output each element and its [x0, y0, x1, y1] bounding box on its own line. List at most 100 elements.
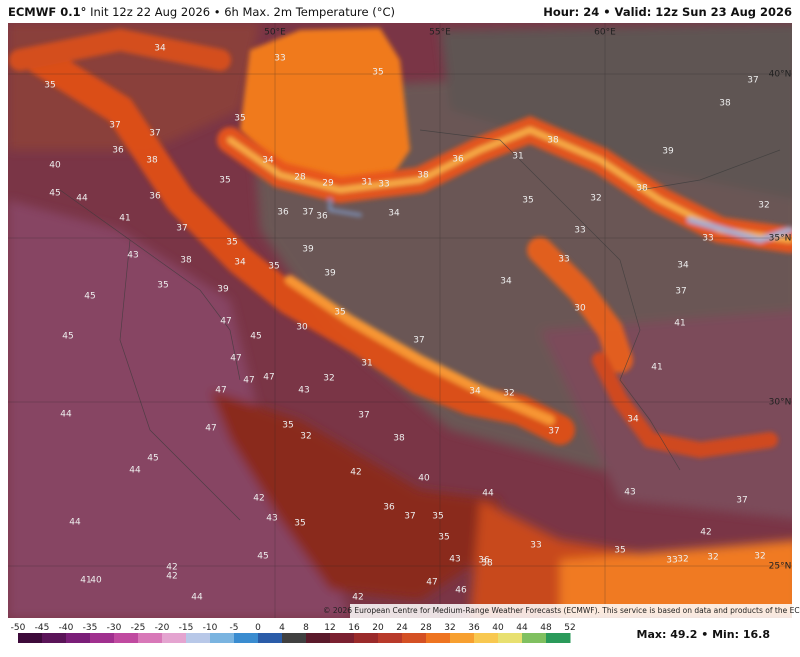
- temperature-label: 37: [413, 336, 424, 346]
- temperature-label: 45: [257, 552, 268, 562]
- temperature-label: 44: [69, 518, 81, 528]
- grid-label: 25°N: [769, 562, 792, 572]
- temperature-label: 47: [426, 578, 437, 588]
- temperature-label: 47: [220, 317, 231, 327]
- temperature-label: 36: [277, 208, 289, 218]
- temperature-label: 41: [651, 363, 662, 373]
- temperature-label: 43: [624, 488, 635, 498]
- colorbar-segment: [138, 633, 163, 643]
- colorbar-tick-label: -25: [131, 623, 146, 633]
- header-left: ECMWF 0.1° Init 12z 22 Aug 2026 • 6h Max…: [8, 5, 395, 19]
- colorbar-tick-label: -20: [155, 623, 170, 633]
- grid-label: 50°E: [264, 28, 286, 38]
- temperature-label: 35: [372, 68, 383, 78]
- temperature-label: 38: [146, 156, 158, 166]
- temperature-label: 35: [438, 533, 449, 543]
- colorbar-segment: [450, 633, 475, 643]
- temperature-label: 32: [754, 552, 765, 562]
- colorbar-segment: [426, 633, 451, 643]
- temperature-label: 35: [234, 114, 245, 124]
- temperature-label: 35: [282, 421, 293, 431]
- temperature-label: 42: [166, 572, 177, 582]
- temperature-label: 44: [129, 466, 141, 476]
- temperature-label: 37: [176, 224, 187, 234]
- colorbar-tick-label: 24: [396, 623, 408, 633]
- temperature-label: 40: [418, 474, 430, 484]
- model: ECMWF 0.1°: [8, 5, 87, 19]
- temperature-label: 40: [90, 576, 102, 586]
- colorbar-tick-label: 4: [279, 623, 285, 633]
- temperature-label: 34: [627, 415, 639, 425]
- temperature-label: 37: [302, 208, 313, 218]
- temperature-label: 32: [707, 553, 718, 563]
- colorbar-tick-label: -10: [203, 623, 218, 633]
- colorbar-segment: [546, 633, 571, 643]
- colorbar-tick-label: 20: [372, 623, 384, 633]
- temperature-label: 35: [614, 546, 625, 556]
- temperature-label: 33: [558, 255, 569, 265]
- temperature-label: 42: [166, 563, 177, 573]
- temperature-label: 41: [674, 319, 685, 329]
- temperature-label: 40: [49, 161, 61, 171]
- colorbar-tick-label: 40: [492, 623, 504, 633]
- temperature-label: 34: [469, 387, 481, 397]
- temperature-label: 32: [590, 194, 601, 204]
- temperature-label: 44: [76, 194, 88, 204]
- colorbar-tick-label: -50: [11, 623, 26, 633]
- colorbar-tick-label: -30: [107, 623, 122, 633]
- colorbar-tick-label: -40: [59, 623, 74, 633]
- temperature-label: 47: [263, 373, 274, 383]
- temperature-label: 47: [215, 386, 226, 396]
- grid-label: 55°E: [429, 28, 451, 38]
- colorbar-segment: [522, 633, 547, 643]
- temperature-label: 36: [316, 212, 328, 222]
- colorbar-segment: [258, 633, 283, 643]
- temperature-label: 32: [503, 389, 514, 399]
- colorbar-tick-label: 0: [255, 623, 261, 633]
- temperature-label: 38: [481, 559, 493, 569]
- temperature-label: 35: [44, 81, 55, 91]
- temperature-label: 38: [547, 136, 559, 146]
- colorbar-segment: [162, 633, 187, 643]
- temperature-label: 43: [298, 386, 309, 396]
- max-min: Max: 49.2 • Min: 16.8: [636, 628, 770, 641]
- temperature-label: 42: [352, 593, 363, 603]
- grid-label: 30°N: [769, 398, 792, 408]
- temperature-label: 38: [417, 171, 429, 181]
- temperature-label: 38: [393, 434, 405, 444]
- temperature-label: 36: [478, 556, 490, 566]
- grid-label: 35°N: [769, 234, 792, 244]
- temperature-label: 43: [127, 251, 138, 261]
- colorbar-tick-label: 12: [324, 623, 335, 633]
- temperature-label: 42: [700, 528, 711, 538]
- colorbar-tick-label: -45: [35, 623, 50, 633]
- temperature-label: 36: [149, 192, 161, 202]
- temperature-label: 47: [205, 424, 216, 434]
- temperature-label: 35: [268, 262, 279, 272]
- colorbar-tick-label: 44: [516, 623, 528, 633]
- temperature-label: 34: [388, 209, 400, 219]
- temperature-label: 37: [675, 287, 686, 297]
- temperature-label: 35: [219, 176, 230, 186]
- temperature-label: 32: [323, 374, 334, 384]
- temperature-label: 35: [432, 512, 443, 522]
- colorbar-segment: [42, 633, 67, 643]
- temperature-label: 43: [266, 514, 277, 524]
- temperature-label: 34: [154, 44, 166, 54]
- temperature-label: 35: [334, 308, 345, 318]
- colorbar-segment: [114, 633, 139, 643]
- temperature-label: 33: [378, 180, 389, 190]
- temperature-label: 30: [296, 323, 308, 333]
- temperature-label: 37: [358, 411, 369, 421]
- temperature-label: 35: [226, 238, 237, 248]
- temperature-label: 33: [530, 541, 541, 551]
- temperature-label: 33: [574, 226, 585, 236]
- temperature-label: 37: [109, 121, 120, 131]
- temperature-label: 45: [62, 332, 73, 342]
- colorbar-tick-label: 36: [468, 623, 480, 633]
- temperature-label: 45: [147, 454, 158, 464]
- temperature-label: 30: [574, 304, 586, 314]
- grid-label: 60°E: [594, 28, 616, 38]
- temperature-label: 34: [262, 156, 274, 166]
